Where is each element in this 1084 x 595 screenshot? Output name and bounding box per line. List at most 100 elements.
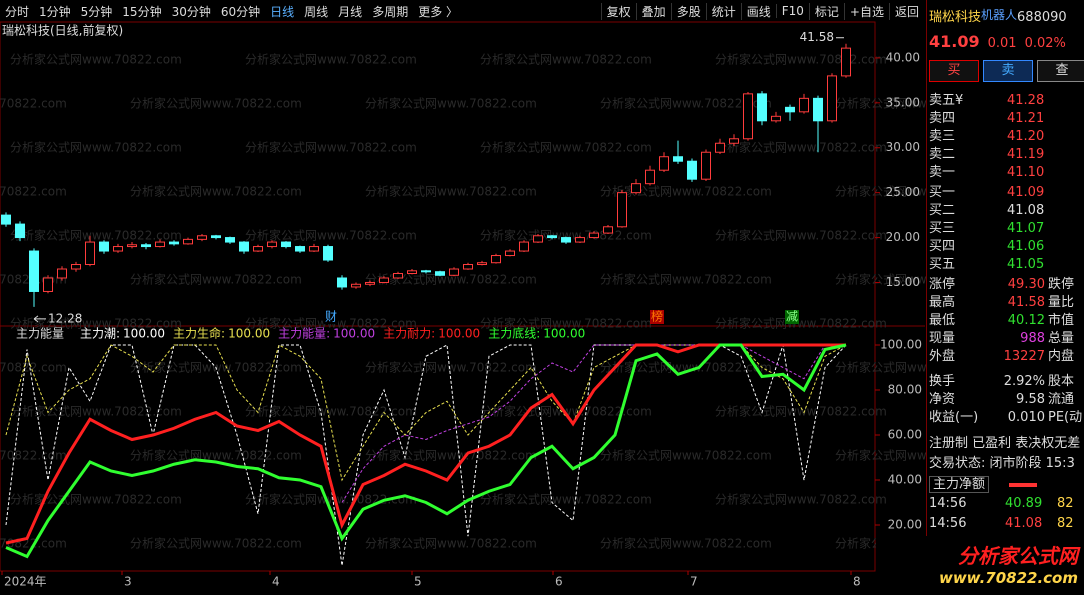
y-tick-label: 20.00 bbox=[888, 518, 922, 532]
stat-label: 内盘 bbox=[1048, 349, 1075, 364]
candle-body bbox=[85, 241, 95, 266]
candle-body bbox=[813, 97, 823, 122]
candle-body bbox=[785, 106, 795, 113]
candle-body bbox=[547, 235, 557, 239]
tool-button[interactable]: 统计 bbox=[705, 2, 741, 20]
watermark: 分析家公式网www.70822.com bbox=[480, 52, 652, 67]
stat-label: 换手 bbox=[929, 374, 956, 389]
y-tick-label: 40.00 bbox=[888, 473, 922, 487]
candle-body bbox=[225, 237, 235, 243]
tick-time: 14:56 bbox=[929, 496, 967, 511]
candle-body bbox=[491, 255, 501, 264]
tab[interactable]: 5分钟 bbox=[80, 4, 113, 19]
watermark: 分析家公式网www.70822.com bbox=[365, 448, 537, 463]
stat-label: 量比 bbox=[1048, 295, 1075, 310]
tool-button[interactable]: +自选 bbox=[843, 2, 889, 20]
tab[interactable]: 日线 bbox=[270, 4, 295, 19]
bid-row: 买一 41.09 bbox=[929, 181, 1044, 200]
candle-body bbox=[1, 214, 11, 225]
tab[interactable]: 周线 bbox=[304, 4, 329, 19]
watermark: 分析家公式网www.70822.com bbox=[600, 96, 772, 111]
candle-body bbox=[239, 241, 249, 252]
watermark: 分析家公式网www.70822.com bbox=[715, 404, 887, 419]
net-label[interactable]: 主力净额 bbox=[929, 476, 990, 493]
tool-button[interactable]: 叠加 bbox=[635, 2, 671, 20]
tool-button[interactable]: 画线 bbox=[740, 2, 776, 20]
watermark: 分析家公式网www.70822.com bbox=[10, 52, 182, 67]
candle-body bbox=[71, 264, 81, 270]
candle-body bbox=[841, 47, 851, 77]
chart-title: 瑞松科技(日线,前复权) bbox=[2, 23, 123, 38]
stat-row: 最高 41.58 量比 bbox=[929, 291, 1074, 310]
candle-body bbox=[435, 271, 445, 276]
ask-price: 41.28 bbox=[1007, 93, 1045, 108]
watermark: 分析家公式网www.70822.com bbox=[835, 272, 926, 287]
stat-row: 收益(一) 0.010 PE(动 bbox=[929, 406, 1082, 425]
tick-price: 40.89 bbox=[1005, 496, 1043, 511]
candle-body bbox=[645, 169, 655, 185]
candle-body bbox=[463, 264, 473, 270]
watermark: 分析家公式网www.70822.com bbox=[0, 360, 67, 375]
tool-button[interactable]: 标记 bbox=[808, 2, 844, 20]
logo-url: www.70822.com bbox=[938, 569, 1078, 587]
ask-price: 41.21 bbox=[1007, 111, 1045, 126]
tab[interactable]: 30分钟 bbox=[171, 4, 211, 19]
y-tick-label: 60.00 bbox=[888, 428, 922, 442]
tab[interactable]: 更多 〉 bbox=[418, 4, 459, 19]
tab[interactable]: 月线 bbox=[338, 4, 363, 19]
candle-body bbox=[351, 283, 361, 288]
stat-row: 现量 988 总量 bbox=[929, 327, 1074, 346]
stat-row: 涨停 49.30 跌停 bbox=[929, 273, 1074, 292]
candle-body bbox=[687, 160, 697, 180]
watermark: 分析家公式网www.70822.com bbox=[130, 184, 302, 199]
tick-time: 14:56 bbox=[929, 516, 967, 531]
tab[interactable]: 多周期 bbox=[372, 4, 409, 19]
watermark: 分析家公式网www.70822.com bbox=[130, 96, 302, 111]
tab[interactable]: 15分钟 bbox=[122, 4, 162, 19]
bid-label: 买二 bbox=[929, 203, 956, 218]
bid-price: 41.07 bbox=[1007, 221, 1045, 236]
y-tick-label: 30.00 bbox=[886, 140, 920, 154]
candle-body bbox=[407, 270, 417, 274]
watermark: 分析家公式网www.70822.com bbox=[10, 140, 182, 155]
trade-button[interactable]: 卖 bbox=[983, 60, 1033, 82]
stat-label: 现量 bbox=[929, 331, 956, 346]
watermark: 分析家公式网www.70822.com bbox=[130, 536, 302, 551]
watermark: 分析家公式网www.70822.com bbox=[130, 448, 302, 463]
tab[interactable]: 1分钟 bbox=[39, 4, 71, 19]
legend-value: 100.00 bbox=[438, 327, 480, 341]
stat-label: 流通 bbox=[1048, 392, 1075, 407]
tick-volume: 82 bbox=[1057, 496, 1074, 511]
watermark: 分析家公式网www.70822.com bbox=[245, 228, 417, 243]
candle-body bbox=[127, 244, 137, 248]
tab[interactable]: 分时 bbox=[5, 4, 30, 19]
watermark: 分析家公式网www.70822.com bbox=[715, 316, 887, 331]
event-badge bbox=[785, 310, 799, 324]
bid-price: 41.06 bbox=[1007, 239, 1045, 254]
bid-row: 买二 41.08 bbox=[929, 199, 1044, 218]
candle-body bbox=[393, 272, 403, 279]
tool-button[interactable]: 多股 bbox=[670, 2, 706, 20]
tool-button[interactable]: 复权 bbox=[600, 2, 636, 20]
candle-body bbox=[57, 268, 67, 279]
legend-value: 100.00 bbox=[333, 327, 375, 341]
candle-body bbox=[155, 241, 165, 248]
stock-name: 瑞松科技 bbox=[929, 10, 982, 25]
tool-button[interactable]: 返回 bbox=[888, 2, 924, 20]
stat-label: 涨停 bbox=[929, 277, 956, 292]
candle-body bbox=[113, 246, 123, 252]
trade-button[interactable]: 查 bbox=[1037, 60, 1084, 82]
candle-body bbox=[337, 277, 347, 288]
watermark: 分析家公式网www.70822.com bbox=[365, 184, 537, 199]
stat-label: 净资 bbox=[929, 392, 956, 407]
tool-button[interactable]: F10 bbox=[775, 4, 809, 18]
candle-body bbox=[365, 281, 375, 285]
trade-button[interactable]: 买 bbox=[929, 60, 979, 82]
net-row: 主力净额 bbox=[929, 473, 1038, 493]
watermark: 分析家公式网www.70822.com bbox=[10, 316, 182, 331]
flags: 注册制 已盈利 表决权无差 bbox=[929, 436, 1081, 451]
tab[interactable]: 60分钟 bbox=[220, 4, 261, 19]
watermark: 分析家公式网www.70822.com bbox=[365, 96, 537, 111]
bid-label: 买五 bbox=[929, 257, 956, 272]
